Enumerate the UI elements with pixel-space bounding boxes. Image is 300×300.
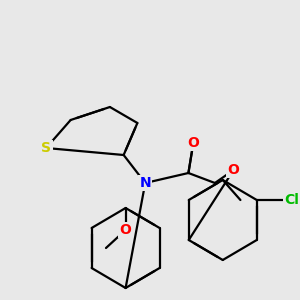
- Text: Cl: Cl: [285, 193, 299, 207]
- Text: O: O: [228, 163, 239, 177]
- Text: O: O: [188, 136, 199, 150]
- Text: O: O: [120, 223, 131, 237]
- Text: S: S: [41, 141, 51, 155]
- Text: N: N: [140, 176, 151, 190]
